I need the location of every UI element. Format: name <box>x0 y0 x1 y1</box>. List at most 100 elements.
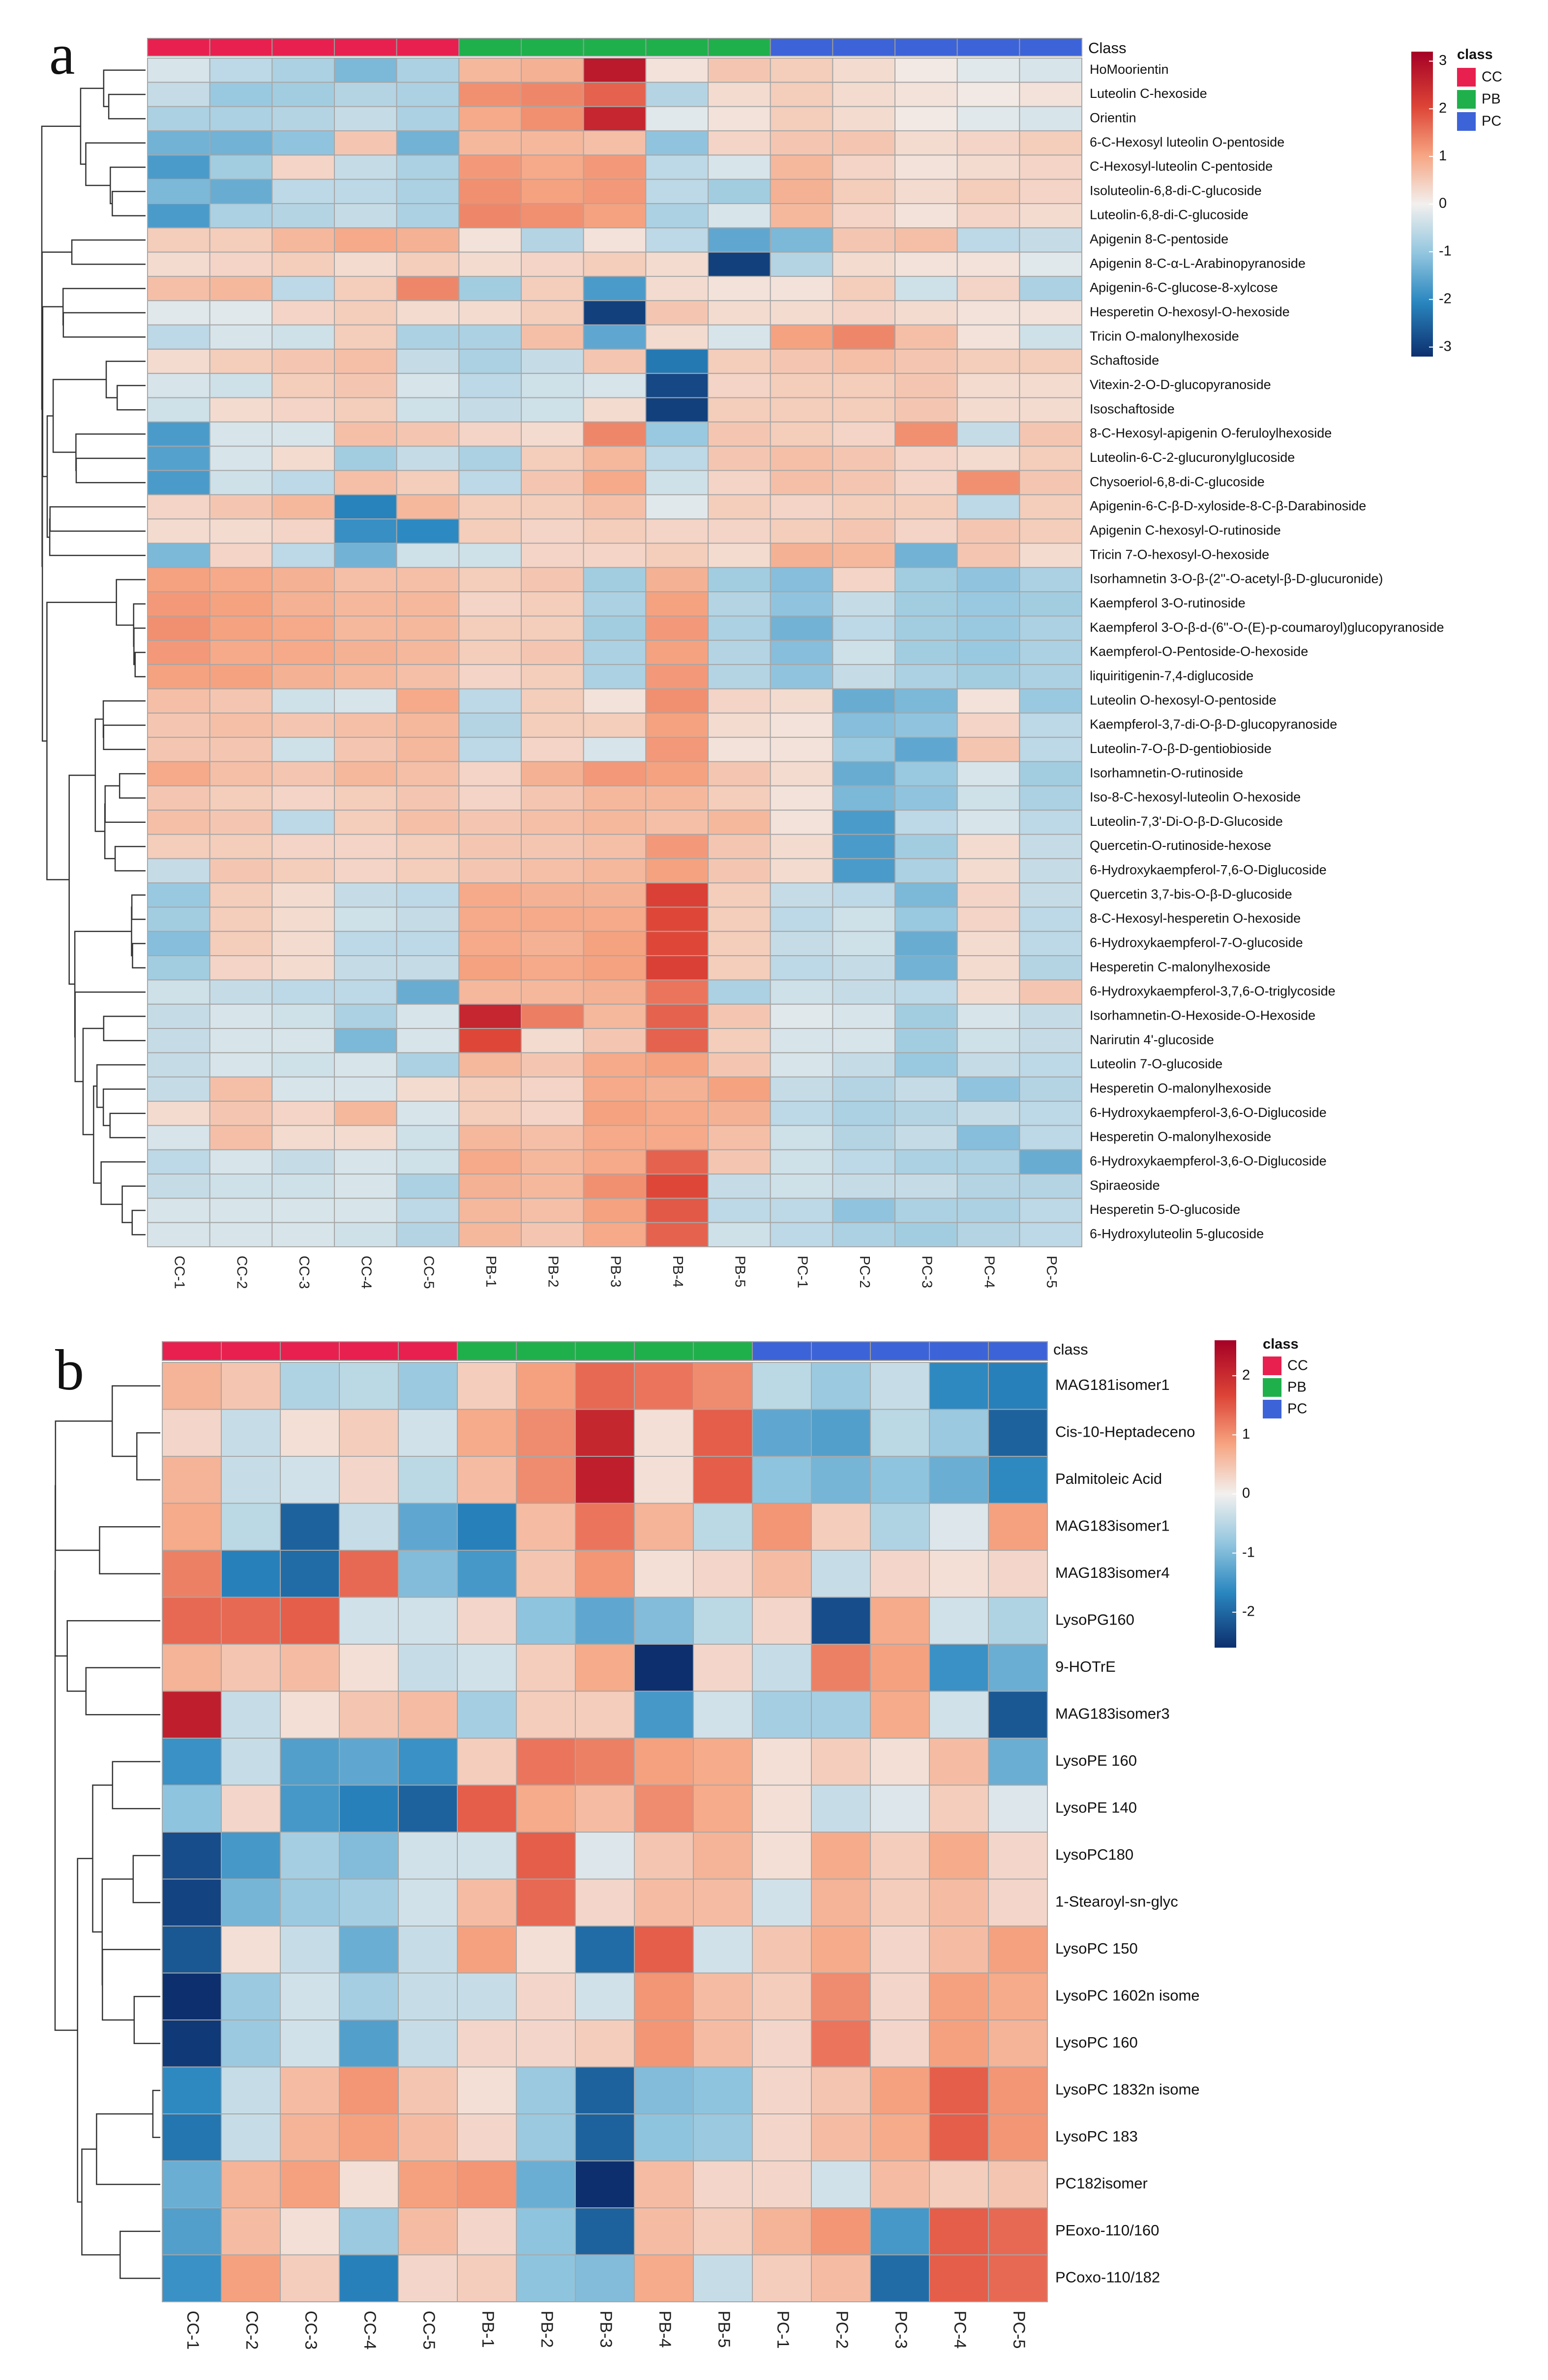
heatmap-cell <box>708 179 771 204</box>
heatmap-cell <box>209 1125 273 1150</box>
heatmap-cell <box>870 1503 930 1551</box>
heatmap-cell <box>752 1878 812 1927</box>
heatmap-cell <box>929 1878 989 1927</box>
class-annotation-cell <box>583 38 647 57</box>
heatmap-cell <box>396 130 460 156</box>
column-label: PC-1 <box>794 1256 810 1288</box>
heatmap-cell <box>271 979 335 1005</box>
class-annotation-cell <box>870 1341 930 1361</box>
dendrogram-branch <box>99 1526 160 1574</box>
heatmap-cell <box>280 1362 340 1410</box>
dendrogram-branch <box>46 602 117 880</box>
heatmap-cell <box>396 421 460 447</box>
heatmap-cell <box>708 348 771 374</box>
heatmap-cells <box>162 1362 1048 2302</box>
heatmap-cell <box>634 1926 694 1974</box>
heatmap-cell <box>988 1738 1048 1786</box>
heatmap-cell <box>147 1222 210 1248</box>
heatmap-cell <box>521 1125 584 1150</box>
heatmap-cell <box>1019 421 1082 447</box>
heatmap-cell <box>147 518 210 544</box>
heatmap-cell <box>832 421 896 447</box>
heatmap-cell <box>894 421 958 447</box>
heatmap-cell <box>334 324 397 350</box>
heatmap-cell <box>708 615 771 641</box>
heatmap-cell <box>458 1149 522 1175</box>
heatmap-cell <box>521 1149 584 1175</box>
heatmap-cell <box>458 639 522 665</box>
heatmap-cell <box>221 1456 281 1504</box>
heatmap-cell <box>770 834 834 859</box>
heatmap-cell <box>516 1690 576 1739</box>
dendrogram-branch <box>102 700 146 738</box>
heatmap-cell <box>147 761 210 786</box>
dendrogram-branch <box>134 652 146 678</box>
column-label: PB-4 <box>670 1256 685 1287</box>
heatmap-cell <box>209 58 273 83</box>
heatmap-cell <box>147 979 210 1005</box>
row-label: Kaempferol 3-O-β-d-(6''-O-(E)-p-coumaroy… <box>1090 620 1444 634</box>
heatmap-cell <box>396 518 460 544</box>
row-label: LysoPC 183 <box>1055 2128 1138 2145</box>
dendrogram-branch <box>100 1161 146 1205</box>
class-annotation-cell <box>770 38 834 57</box>
heatmap-cell <box>770 931 834 957</box>
column-label: CC-5 <box>420 1256 436 1289</box>
heatmap-cell <box>398 1972 458 2020</box>
class-annotation-cell <box>575 1341 635 1361</box>
heatmap-cell <box>988 1597 1048 1645</box>
heatmap-cell <box>832 785 896 811</box>
heatmap-cell <box>457 2254 517 2302</box>
heatmap-cell <box>209 712 273 738</box>
colorbar-tick-label: 1 <box>1242 1426 1250 1442</box>
heatmap-cell <box>645 737 709 762</box>
heatmap-cell <box>396 834 460 859</box>
heatmap-cell <box>334 1076 397 1102</box>
heatmap-cell <box>147 106 210 131</box>
heatmap-cell <box>334 785 397 811</box>
heatmap-cell <box>870 2160 930 2208</box>
heatmap-cell <box>162 1878 222 1927</box>
row-label: Luteolin O-hexosyl-O-pentoside <box>1090 693 1277 707</box>
heatmap-cell <box>894 615 958 641</box>
heatmap-cell <box>396 1052 460 1078</box>
heatmap-cell <box>334 421 397 447</box>
heatmap-cell <box>521 130 584 156</box>
heatmap-cell <box>339 2160 399 2208</box>
dendrogram-branch <box>85 1667 160 1716</box>
heatmap-cell <box>280 1690 340 1739</box>
heatmap-cell <box>521 906 584 932</box>
heatmap-cell <box>832 446 896 471</box>
heatmap-cell <box>1019 324 1082 350</box>
class-legend: class CC PB PC <box>1263 1336 1308 1418</box>
heatmap-cell <box>894 810 958 835</box>
row-label: Narirutin 4'-glucoside <box>1090 1032 1214 1047</box>
heatmap-cell <box>1019 931 1082 957</box>
heatmap-cell <box>209 1003 273 1029</box>
heatmap-cell <box>162 2254 222 2302</box>
heatmap-cell <box>583 179 647 204</box>
heatmap-cell <box>956 421 1020 447</box>
row-label: Hesperetin C-malonylhexoside <box>1090 960 1271 974</box>
heatmap-cell <box>271 82 335 107</box>
heatmap-cell <box>956 58 1020 83</box>
heatmap-cell <box>271 542 335 568</box>
heatmap-cell <box>458 979 522 1005</box>
legend-swatch <box>1457 112 1476 131</box>
heatmap-cell <box>147 591 210 617</box>
heatmap-cell <box>398 1503 458 1551</box>
column-label: PB-2 <box>545 1256 561 1287</box>
heatmap-cell <box>693 1550 753 1598</box>
heatmap-cell <box>832 761 896 786</box>
heatmap-cell <box>209 931 273 957</box>
heatmap-cell <box>770 1052 834 1078</box>
heatmap-cell <box>271 1003 335 1029</box>
heatmap-cell <box>988 1784 1048 1833</box>
column-label: CC-1 <box>172 1256 187 1289</box>
row-label: Chysoeriol-6,8-di-C-glucoside <box>1090 474 1265 489</box>
heatmap-cell <box>956 494 1020 520</box>
heatmap-cell <box>1019 542 1082 568</box>
heatmap-cell <box>583 1174 647 1199</box>
heatmap-cell <box>147 470 210 495</box>
heatmap-cell <box>575 1550 635 1598</box>
